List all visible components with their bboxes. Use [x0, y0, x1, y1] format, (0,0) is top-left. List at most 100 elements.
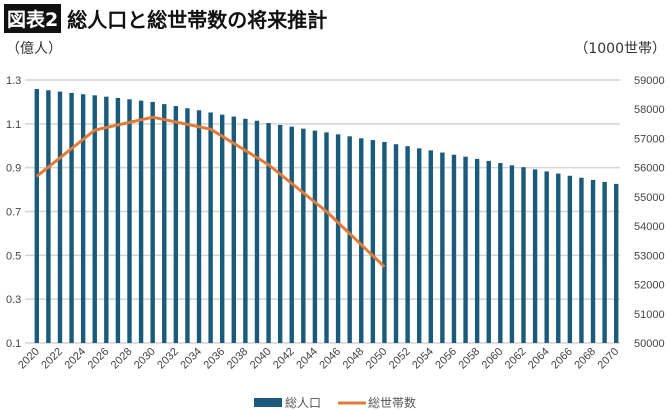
x-tick-label: 2036 — [202, 346, 228, 372]
bar-2069 — [602, 181, 607, 343]
bar-2050 — [382, 142, 387, 343]
bar-2055 — [440, 152, 445, 343]
right-axis-unit: （1000世帯） — [574, 41, 666, 57]
x-tick-label: 2044 — [294, 346, 320, 372]
x-tick-label: 2022 — [39, 346, 65, 372]
right-tick-label: 59000 — [634, 75, 665, 87]
bar-2023 — [69, 92, 74, 343]
x-tick-label: 2026 — [86, 346, 112, 372]
x-tick-label: 2028 — [109, 346, 135, 372]
x-tick-label: 2038 — [225, 346, 251, 372]
x-tick-label: 2048 — [341, 346, 367, 372]
left-tick-label: 1.1 — [6, 119, 21, 131]
right-tick-label: 53000 — [634, 250, 665, 262]
x-tick-label: 2062 — [503, 346, 529, 372]
bar-2032 — [173, 106, 179, 343]
legend-swatch-population — [254, 398, 282, 407]
bar-2048 — [359, 138, 364, 343]
x-tick-label: 2024 — [62, 346, 88, 372]
x-tick-label: 2068 — [572, 346, 598, 372]
chart-title: 図表2 総人口と総世帯数の将来推計 — [4, 4, 327, 33]
bar-2036 — [220, 114, 225, 344]
bar-2031 — [162, 104, 167, 343]
bar-2064 — [544, 171, 549, 343]
bar-2065 — [556, 173, 561, 343]
bar-2035 — [208, 112, 213, 343]
bar-2022 — [57, 91, 63, 343]
bar-2040 — [266, 122, 271, 343]
bar-2029 — [138, 100, 144, 343]
bar-2054 — [428, 150, 433, 343]
bar-2070 — [614, 183, 619, 343]
bar-2024 — [80, 94, 86, 343]
bar-2033 — [185, 108, 190, 344]
x-tick-label: 2064 — [526, 346, 552, 372]
x-tick-label: 2052 — [387, 346, 413, 372]
bar-2020 — [34, 88, 39, 343]
x-tick-label: 2058 — [456, 346, 482, 372]
bar-2066 — [567, 175, 573, 343]
right-tick-label: 54000 — [634, 221, 665, 233]
bar-2026 — [104, 96, 109, 343]
bar-2060 — [498, 163, 503, 343]
bar-2061 — [509, 165, 515, 343]
legend-label-households: 総世帯数 — [368, 395, 416, 410]
bar-2030 — [150, 101, 155, 344]
left-tick-label: 1.3 — [6, 75, 21, 87]
bar-2068 — [590, 179, 596, 343]
bar-2039 — [254, 120, 260, 343]
figure-badge: 図表2 — [4, 4, 62, 33]
bar-2052 — [405, 146, 410, 343]
bar-2056 — [451, 154, 457, 343]
bar-2025 — [92, 95, 97, 343]
x-tick-label: 2070 — [596, 346, 622, 372]
bar-2058 — [474, 158, 480, 343]
right-tick-label: 55000 — [634, 192, 665, 204]
right-tick-label: 58000 — [634, 104, 665, 116]
bar-2038 — [243, 118, 248, 343]
x-tick-label: 2056 — [433, 346, 459, 372]
left-tick-label: 0.7 — [6, 207, 21, 219]
left-tick-label: 0.9 — [6, 163, 21, 175]
bar-2053 — [417, 148, 422, 343]
right-tick-label: 51000 — [634, 309, 665, 321]
left-tick-label: 0.1 — [6, 338, 21, 350]
bar-2037 — [231, 116, 236, 343]
bar-2049 — [370, 140, 376, 343]
title-text: 総人口と総世帯数の将来推計 — [67, 8, 328, 32]
bar-2027 — [115, 97, 121, 343]
right-tick-label: 52000 — [634, 280, 665, 292]
x-tick-label: 2030 — [132, 346, 158, 372]
bar-2062 — [521, 167, 526, 343]
left-tick-label: 0.5 — [6, 250, 21, 262]
x-tick-label: 2042 — [271, 346, 297, 372]
bar-2046 — [335, 134, 341, 343]
right-tick-label: 50000 — [634, 338, 665, 350]
bar-2063 — [532, 169, 538, 343]
bar-2034 — [196, 110, 202, 344]
x-tick-label: 2046 — [317, 346, 343, 372]
right-tick-label: 56000 — [634, 163, 665, 175]
x-tick-label: 2060 — [480, 346, 506, 372]
bar-2028 — [127, 99, 132, 343]
bar-2044 — [312, 130, 318, 343]
x-tick-label: 2032 — [155, 346, 181, 372]
x-tick-label: 2050 — [364, 346, 390, 372]
bar-2021 — [46, 90, 51, 343]
left-axis-unit: （億人） — [6, 41, 62, 57]
left-tick-label: 0.3 — [6, 294, 21, 306]
x-tick-label: 2066 — [549, 346, 575, 372]
bar-2047 — [347, 136, 352, 343]
bar-2041 — [277, 124, 283, 343]
bar-2059 — [486, 160, 491, 343]
x-tick-label: 2040 — [248, 346, 274, 372]
bar-2042 — [289, 126, 294, 344]
legend-label-population: 総人口 — [285, 396, 321, 410]
bar-2067 — [579, 177, 584, 343]
bar-2051 — [393, 144, 399, 343]
right-tick-label: 57000 — [634, 133, 665, 145]
x-tick-label: 2034 — [178, 346, 204, 372]
bar-2045 — [324, 132, 329, 343]
